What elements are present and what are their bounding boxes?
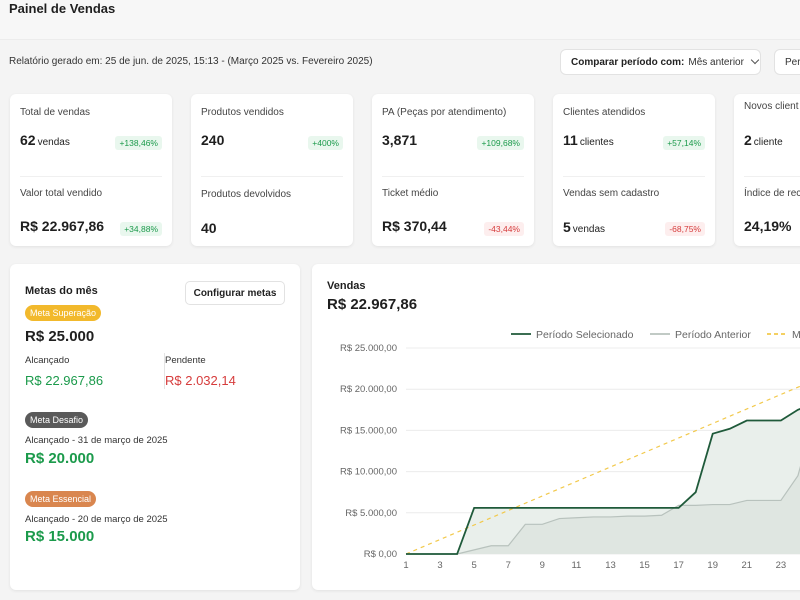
kpi-label: Produtos vendidos	[201, 107, 284, 118]
header-band	[0, 0, 800, 40]
chart-title: Vendas	[327, 280, 366, 292]
goal-desafio-amount: R$ 20.000	[25, 450, 95, 467]
y-tick-label: R$ 15.000,00	[340, 425, 397, 436]
chart-total-value: R$ 22.967,86	[327, 296, 418, 313]
compare-period-label: Comparar período com:	[571, 56, 685, 68]
y-tick-label: R$ 10.000,00	[340, 467, 397, 478]
kpi-label: Índice de rec	[744, 188, 800, 199]
series-line-meta	[405, 385, 800, 555]
goal-divider	[164, 353, 165, 389]
kpi-card: PA (Peças por atendimento) 3,871 +109,68…	[372, 94, 534, 246]
kpi-label: Novos client	[744, 101, 799, 112]
goal-pending-label: Pendente	[165, 355, 206, 366]
kpi-divider	[382, 176, 524, 177]
kpi-value: R$ 22.967,86	[20, 218, 105, 234]
kpi-divider	[20, 176, 162, 177]
kpi-label: PA (Peças por atendimento)	[382, 107, 507, 118]
goal-superacao-amount: R$ 25.000	[25, 328, 95, 345]
goals-title: Metas do mês	[25, 285, 98, 297]
x-tick-label: 17	[673, 560, 684, 571]
kpi-divider	[563, 176, 705, 177]
kpi-value: 40	[201, 220, 217, 236]
legend-label: Período Selecionado	[536, 329, 634, 341]
goal-desafio-pill: Meta Desafio	[25, 412, 89, 428]
kpi-change-badge: +34,88%	[120, 222, 162, 236]
y-tick-label: R$ 25.000,00	[340, 343, 397, 354]
period-button[interactable]: Per	[774, 49, 800, 75]
x-tick-label: 19	[707, 560, 718, 571]
goal-essencial-reached-text: Alcançado - 20 de março de 2025	[25, 514, 168, 525]
kpi-value: R$ 370,44	[382, 218, 447, 234]
kpi-divider	[744, 176, 800, 177]
kpi-divider	[201, 176, 343, 177]
goal-essencial-pill: Meta Essencial	[25, 491, 97, 507]
kpi-unit: vendas	[37, 137, 70, 148]
kpi-card: Novos client 2 cliente Índice de rec 24,1…	[734, 94, 800, 246]
x-tick-label: 13	[605, 560, 616, 571]
kpi-label: Clientes atendidos	[563, 107, 646, 118]
x-tick-label: 9	[540, 560, 545, 571]
kpi-change-badge: +138,46%	[115, 136, 162, 150]
kpi-value: 11 clientes	[563, 132, 614, 148]
goal-desafio-reached-text: Alcançado - 31 de março de 2025	[25, 435, 168, 446]
series-line-selected	[406, 408, 800, 555]
kpi-change-badge: +109,68%	[477, 136, 524, 150]
x-tick-label: 1	[403, 560, 408, 571]
kpi-unit: cliente	[753, 137, 783, 148]
kpi-card: Total de vendas 62 vendas +138,46% Valor …	[10, 94, 172, 246]
kpi-card: Clientes atendidos 11 clientes +57,14% Ve…	[553, 94, 715, 246]
compare-period-value: Mês anterior	[688, 56, 744, 68]
sales-line-chart: R$ 0,00 R$ 5.000,00 R$ 10.000,00 R$ 15.000,…	[340, 329, 800, 571]
kpi-unit: clientes	[579, 137, 614, 148]
goals-card: Metas do mês Configurar metas Meta Super…	[10, 264, 300, 590]
y-tick-label: R$ 5.000,00	[345, 508, 397, 519]
compare-period-select[interactable]: Comparar período com: Mês anterior	[560, 49, 761, 75]
kpi-value: 5 vendas	[563, 219, 606, 235]
kpi-change-badge: +400%	[308, 136, 343, 150]
goal-superacao-pill: Meta Superação	[25, 305, 102, 321]
kpi-value: 240	[201, 132, 225, 148]
sales-chart-card: Vendas R$ 22.967,86 R$ 0,00 R$ 5.000,00 R$…	[312, 264, 800, 590]
x-tick-label: 3	[437, 560, 442, 571]
x-tick-label: 21	[742, 560, 753, 571]
legend-label: Meta	[792, 329, 800, 341]
kpi-change-badge: +57,14%	[663, 136, 705, 150]
goal-reached-label: Alcançado	[25, 355, 70, 366]
kpi-change-badge: -43,44%	[484, 222, 524, 236]
series-line-previous	[406, 465, 800, 555]
series-area-previous	[406, 468, 800, 554]
report-generated-text: Relatório gerado em: 25 de jun. de 2025,…	[9, 56, 373, 67]
kpi-label: Vendas sem cadastro	[563, 188, 660, 199]
kpi-card: Produtos vendidos 240 +400% Produtos dev…	[191, 94, 353, 246]
x-tick-label: 5	[472, 560, 477, 571]
x-tick-label: 11	[571, 560, 581, 571]
chevron-down-icon	[750, 55, 760, 65]
kpi-label: Valor total vendido	[20, 188, 103, 199]
kpi-change-badge: -68,75%	[665, 222, 705, 236]
kpi-value: 3,871	[382, 132, 418, 148]
x-tick-label: 23	[776, 560, 787, 571]
page-title: Painel de Vendas	[9, 1, 116, 16]
kpi-value: 2 cliente	[744, 132, 783, 148]
legend-label: Período Anterior	[675, 329, 751, 341]
y-tick-label: R$ 0,00	[364, 549, 397, 560]
y-tick-label: R$ 20.000,00	[340, 384, 397, 395]
kpi-label: Produtos devolvidos	[201, 189, 292, 200]
goal-essencial-amount: R$ 15.000	[25, 528, 95, 545]
kpi-label: Total de vendas	[20, 107, 91, 118]
x-tick-label: 15	[639, 560, 650, 571]
kpi-value: 62 vendas	[20, 132, 70, 148]
kpi-label: Ticket médio	[382, 188, 439, 199]
kpi-unit: vendas	[572, 224, 606, 235]
x-tick-label: 7	[506, 560, 511, 571]
goal-pending-value: R$ 2.032,14	[165, 373, 236, 388]
configure-goals-button[interactable]: Configurar metas	[185, 281, 285, 305]
goal-reached-value: R$ 22.967,86	[25, 373, 104, 388]
kpi-value: 24,19%	[744, 218, 792, 234]
